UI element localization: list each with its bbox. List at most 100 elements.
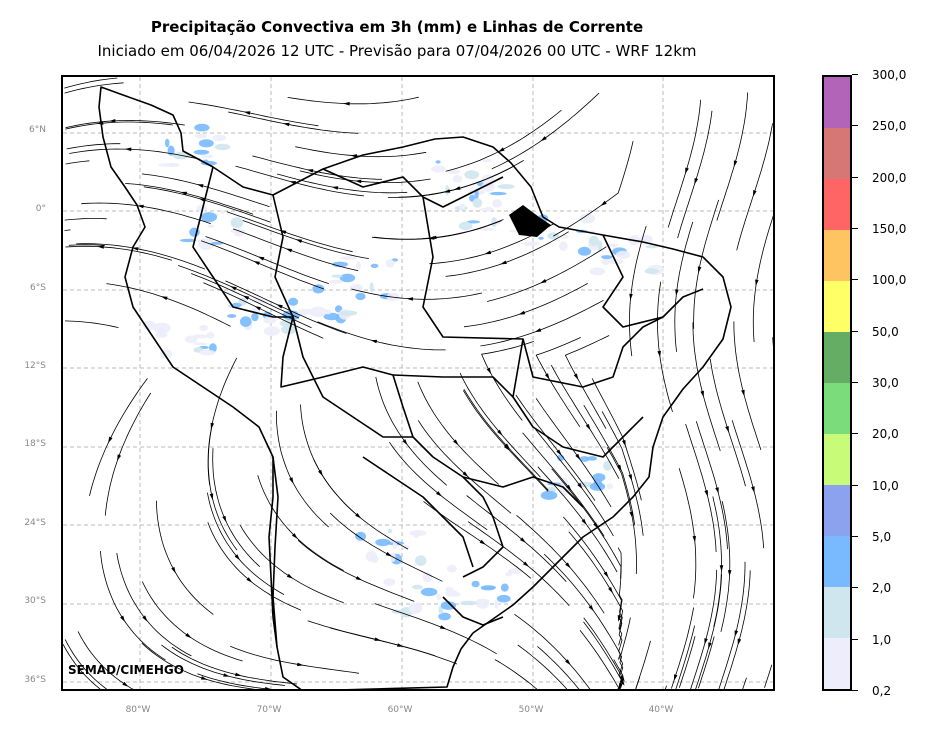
streamline-arrow <box>500 260 507 265</box>
streamline-arrow <box>518 310 526 315</box>
precipitation-cell <box>431 165 446 173</box>
precipitation-cell <box>415 555 427 566</box>
streamline <box>225 280 347 334</box>
streamline <box>228 111 359 134</box>
precipitation-cell <box>577 481 594 488</box>
streamline <box>629 225 647 357</box>
precipitation-cell <box>409 530 427 537</box>
streamline <box>191 273 312 329</box>
streamline <box>514 613 591 689</box>
precipitation-cell <box>200 212 218 223</box>
precipitation-cell <box>521 241 540 246</box>
precipitation-cell <box>601 255 613 260</box>
streamline <box>156 500 214 615</box>
streamline <box>685 423 717 553</box>
streamline-arrow <box>565 659 571 666</box>
map-panel <box>61 75 775 691</box>
colorbar-label: 2,0 <box>872 581 892 596</box>
precipitation-cell <box>472 198 483 208</box>
precipitation-cell <box>579 456 590 462</box>
streamline <box>63 644 101 689</box>
border-bolivia <box>292 316 413 438</box>
streamline <box>543 553 621 660</box>
streamline <box>467 521 570 607</box>
colorbar-label: 20,0 <box>872 427 899 442</box>
streamline <box>329 627 458 665</box>
lon-label: 70°W <box>256 705 282 715</box>
precipitation-cell <box>466 220 480 224</box>
streamline-arrow <box>719 565 724 572</box>
precipitation-cell <box>446 169 461 174</box>
streamline <box>718 561 746 689</box>
precipitation-cell <box>597 241 603 252</box>
streamline <box>698 636 715 689</box>
precipitation-cell <box>589 482 606 491</box>
precipitation-cell <box>340 256 356 260</box>
colorbar-segment <box>824 77 850 128</box>
streamline-arrow <box>108 436 113 444</box>
streamline-arrow <box>439 625 447 630</box>
streamline-arrow <box>282 122 290 127</box>
streamline-arrow <box>198 198 206 202</box>
precipitation-cell <box>436 593 441 601</box>
streamline <box>374 219 504 240</box>
chart-title: Precipitação Convectiva em 3h (mm) e Lin… <box>150 18 644 36</box>
colorbar-label: 5,0 <box>872 530 892 544</box>
streamline-arrow <box>343 101 350 106</box>
streamline <box>329 512 443 582</box>
streamline <box>66 143 121 150</box>
streamline-arrow <box>374 637 381 641</box>
streamline <box>232 228 359 272</box>
streamline-arrow <box>585 423 591 431</box>
streamline-arrow <box>276 304 283 309</box>
streamline-arrow <box>230 286 237 291</box>
colorbar-label: 0,2 <box>872 684 892 698</box>
precipitation-cell <box>323 312 340 321</box>
streamline <box>583 404 636 526</box>
streamline <box>287 96 419 105</box>
streamline-arrow <box>97 245 104 249</box>
precipitation-cell <box>494 599 499 609</box>
precipitation-cell <box>375 538 391 547</box>
border-brazil-north <box>322 168 504 208</box>
streamline <box>733 321 762 451</box>
lon-label: 80°W <box>125 705 151 715</box>
precipitation-cell <box>312 284 325 294</box>
colorbar-label: 50,0 <box>872 324 899 339</box>
colorbar-label: 30,0 <box>872 376 899 390</box>
streamline <box>64 77 118 89</box>
colorbar-segment <box>824 332 850 383</box>
streamline-arrow <box>751 486 755 493</box>
streamline-arrow <box>520 537 526 543</box>
streamline-arrow <box>657 350 661 358</box>
precipitation-cell <box>193 149 210 155</box>
streamline <box>716 92 748 221</box>
precipitation-cell <box>387 528 393 534</box>
precipitation-cell <box>458 203 466 210</box>
streamline <box>141 642 256 689</box>
streamline <box>692 322 721 452</box>
precipitation-cell <box>601 257 611 266</box>
precipitation-cell <box>208 241 224 245</box>
streamline-arrow <box>479 539 486 545</box>
streamline <box>535 337 581 428</box>
streamline <box>466 495 567 582</box>
colorbar-tick <box>852 330 858 332</box>
precipitation-cell <box>355 292 366 301</box>
border-states-1 <box>422 196 664 388</box>
streamline <box>486 246 607 302</box>
streamline <box>417 420 512 514</box>
precipitation-cell <box>339 273 356 283</box>
streamline <box>678 636 696 688</box>
streamline <box>89 378 148 496</box>
streamline <box>141 581 243 662</box>
map-canvas <box>63 77 773 689</box>
streamline <box>635 640 651 689</box>
streamline <box>226 211 353 253</box>
precipitation-cell <box>645 245 658 249</box>
precipitation-cell <box>458 221 473 231</box>
precipitation-cell <box>206 332 215 339</box>
streamline <box>764 664 773 688</box>
precipitation-cell <box>193 342 208 346</box>
streamline <box>125 183 254 215</box>
